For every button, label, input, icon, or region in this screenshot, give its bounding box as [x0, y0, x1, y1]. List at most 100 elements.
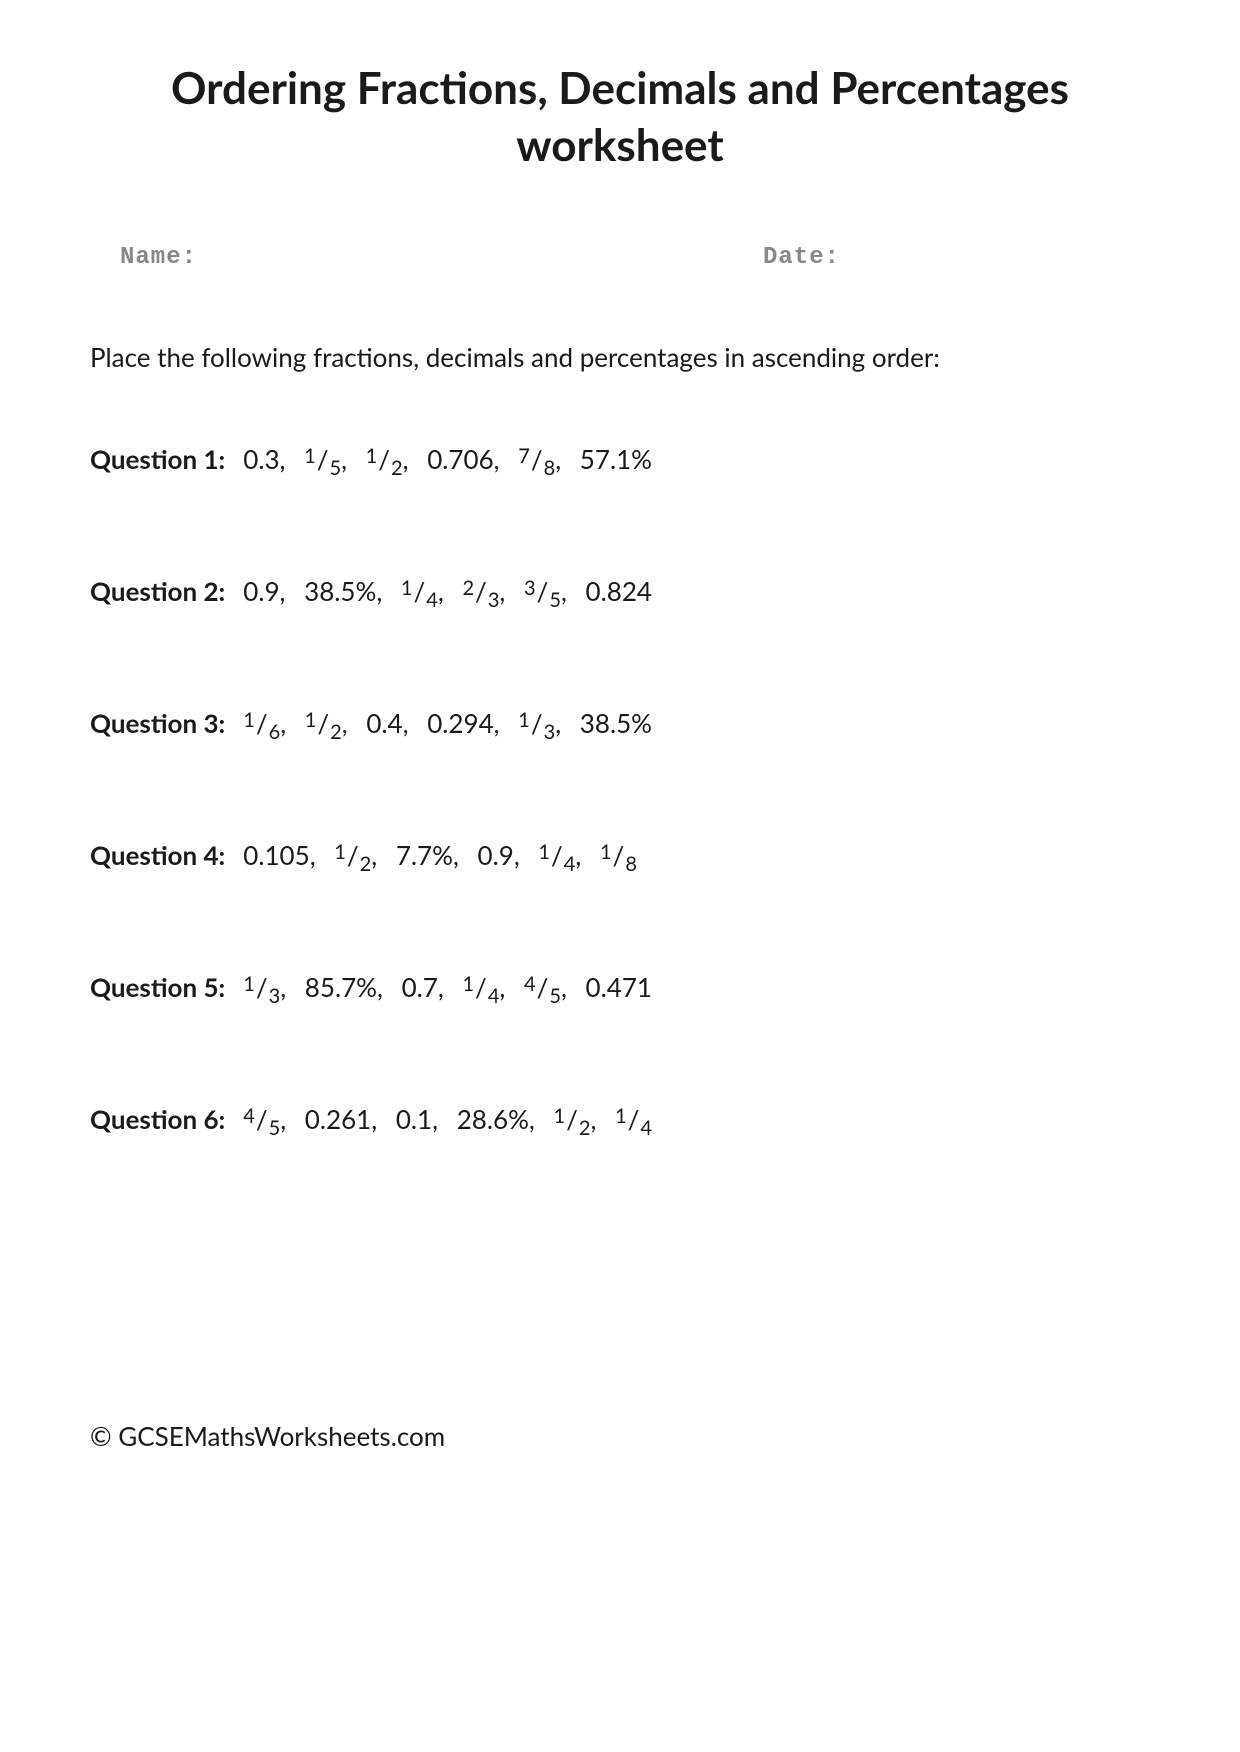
- value-item: 1/2: [334, 839, 371, 871]
- question-label: Question 2:: [90, 575, 225, 607]
- fraction: 2/3: [462, 575, 499, 607]
- question-values: 4/5, 0.261, 0.1, 28.6%, 1/2, 1/4: [243, 1103, 652, 1135]
- question-row: Question 3:1/6, 1/2, 0.4, 0.294, 1/3, 38…: [90, 707, 1150, 739]
- fraction-slash: /: [531, 443, 543, 475]
- numerator: 1: [243, 708, 255, 732]
- separator: ,: [280, 575, 293, 607]
- separator: ,: [280, 971, 293, 1003]
- fraction: 1/4: [538, 839, 575, 871]
- fraction-slash: /: [628, 1103, 640, 1135]
- denominator: 6: [269, 720, 281, 744]
- fraction-slash: /: [537, 971, 549, 1003]
- fraction: 1/4: [462, 971, 499, 1003]
- separator: ,: [561, 971, 574, 1003]
- value-item: 7/8: [518, 443, 555, 475]
- separator: ,: [555, 707, 568, 739]
- value-item: 0.1: [396, 1103, 432, 1135]
- question-values: 1/6, 1/2, 0.4, 0.294, 1/3, 38.5%: [243, 707, 652, 739]
- denominator: 8: [544, 456, 556, 480]
- separator: ,: [432, 1103, 445, 1135]
- separator: ,: [376, 575, 389, 607]
- denominator: 4: [426, 588, 438, 612]
- value-item: 0.4: [366, 707, 402, 739]
- numerator: 1: [334, 840, 346, 864]
- value-item: 1/5: [304, 443, 341, 475]
- value-item: 28.6%: [457, 1103, 529, 1135]
- separator: ,: [529, 1103, 542, 1135]
- numerator: 1: [553, 1104, 565, 1128]
- denominator: 2: [360, 852, 372, 876]
- value-item: 0.471: [586, 971, 652, 1003]
- fraction-slash: /: [566, 1103, 578, 1135]
- numerator: 1: [243, 972, 255, 996]
- fraction: 7/8: [518, 443, 555, 475]
- fraction: 1/2: [334, 839, 371, 871]
- value-item: 38.5%: [580, 707, 652, 739]
- question-values: 0.3, 1/5, 1/2, 0.706, 7/8, 57.1%: [243, 443, 652, 475]
- fraction-slash: /: [256, 707, 268, 739]
- numerator: 4: [524, 972, 536, 996]
- denominator: 5: [549, 588, 561, 612]
- separator: ,: [438, 971, 451, 1003]
- numerator: 1: [305, 708, 317, 732]
- value-item: 0.9: [478, 839, 514, 871]
- value-item: 1/4: [401, 575, 438, 607]
- denominator: 3: [488, 588, 500, 612]
- numerator: 3: [524, 576, 536, 600]
- value-item: 3/5: [524, 575, 561, 607]
- denominator: 3: [269, 984, 281, 1008]
- fraction: 1/4: [615, 1103, 652, 1135]
- separator: ,: [310, 839, 323, 871]
- separator: ,: [341, 443, 354, 475]
- fraction-slash: /: [256, 1103, 268, 1135]
- fraction-slash: /: [475, 971, 487, 1003]
- value-item: 0.294: [427, 707, 493, 739]
- separator: ,: [377, 971, 390, 1003]
- value-item: 1/4: [615, 1103, 652, 1135]
- fraction: 1/2: [553, 1103, 590, 1135]
- question-label: Question 6:: [90, 1103, 225, 1135]
- numerator: 1: [462, 972, 474, 996]
- fraction-slash: /: [347, 839, 359, 871]
- separator: ,: [371, 1103, 384, 1135]
- numerator: 4: [243, 1104, 255, 1128]
- fraction-slash: /: [537, 575, 549, 607]
- denominator: 2: [579, 1116, 591, 1140]
- fraction: 4/5: [243, 1103, 280, 1135]
- value-item: 2/3: [462, 575, 499, 607]
- numerator: 1: [304, 444, 316, 468]
- numerator: 7: [518, 444, 530, 468]
- value-item: 7.7%: [396, 839, 453, 871]
- fraction-slash: /: [256, 971, 268, 1003]
- separator: ,: [499, 575, 512, 607]
- value-item: 0.9: [243, 575, 279, 607]
- value-item: 0.824: [586, 575, 652, 607]
- numerator: 1: [401, 576, 413, 600]
- fraction: 3/5: [524, 575, 561, 607]
- value-item: 0.706: [427, 443, 493, 475]
- question-row: Question 5:1/3, 85.7%, 0.7, 1/4, 4/5, 0.…: [90, 971, 1150, 1003]
- value-item: 57.1%: [580, 443, 652, 475]
- denominator: 5: [549, 984, 561, 1008]
- fraction: 1/6: [243, 707, 280, 739]
- numerator: 2: [462, 576, 474, 600]
- separator: ,: [280, 443, 293, 475]
- denominator: 5: [329, 456, 341, 480]
- numerator: 1: [366, 444, 378, 468]
- denominator: 4: [488, 984, 500, 1008]
- value-item: 0.261: [305, 1103, 371, 1135]
- value-item: 0.3: [243, 443, 279, 475]
- value-item: 1/2: [305, 707, 342, 739]
- separator: ,: [453, 839, 466, 871]
- value-item: 4/5: [524, 971, 561, 1003]
- value-item: 1/4: [462, 971, 499, 1003]
- separator: ,: [494, 443, 507, 475]
- date-label: Date:: [763, 244, 1120, 271]
- fraction-slash: /: [475, 575, 487, 607]
- question-values: 0.9, 38.5%, 1/4, 2/3, 3/5, 0.824: [243, 575, 652, 607]
- questions-container: Question 1:0.3, 1/5, 1/2, 0.706, 7/8, 57…: [90, 443, 1150, 1135]
- value-item: 1/4: [538, 839, 575, 871]
- value-item: 1/6: [243, 707, 280, 739]
- fraction: 1/4: [401, 575, 438, 607]
- fraction-slash: /: [531, 707, 543, 739]
